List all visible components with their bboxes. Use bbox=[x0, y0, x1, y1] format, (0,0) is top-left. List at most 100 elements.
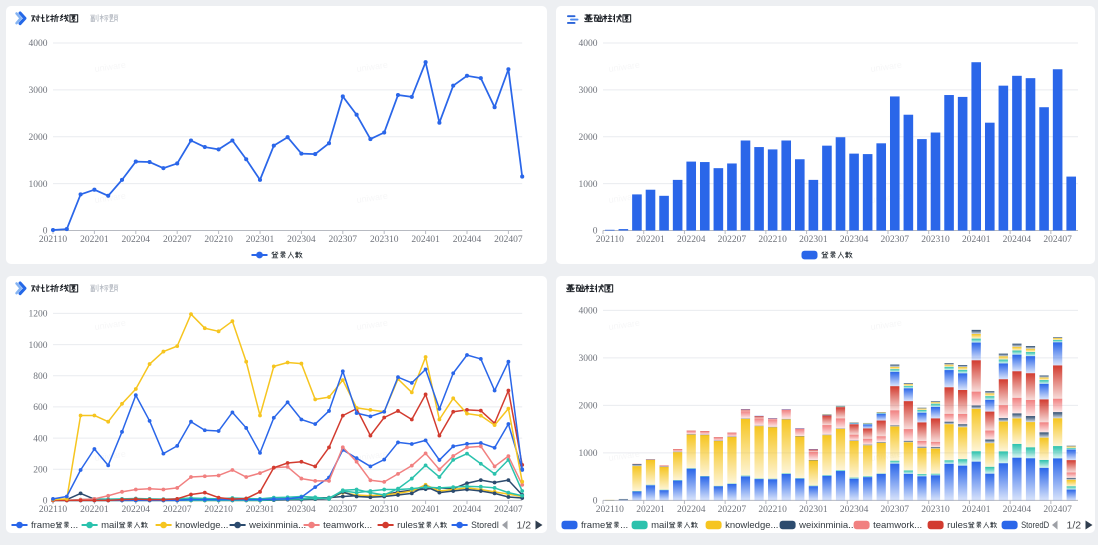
svg-text:4000: 4000 bbox=[579, 39, 598, 49]
svg-text:200: 200 bbox=[33, 465, 48, 475]
svg-text:teamwork...: teamwork... bbox=[873, 520, 922, 531]
svg-text:202110: 202110 bbox=[39, 505, 67, 515]
svg-text:202404: 202404 bbox=[1003, 505, 1032, 515]
svg-text:0: 0 bbox=[593, 497, 598, 507]
svg-text:202304: 202304 bbox=[840, 235, 869, 245]
svg-text:202401: 202401 bbox=[411, 505, 440, 515]
svg-text:weixinminia...: weixinminia... bbox=[798, 520, 856, 531]
svg-text:202204: 202204 bbox=[122, 505, 151, 515]
svg-text:202210: 202210 bbox=[204, 505, 233, 515]
svg-text:202204: 202204 bbox=[677, 235, 706, 245]
svg-text:2000: 2000 bbox=[579, 402, 598, 412]
svg-text:202207: 202207 bbox=[718, 505, 747, 515]
svg-text:uniware: uniware bbox=[356, 60, 389, 74]
svg-text:202307: 202307 bbox=[881, 235, 910, 245]
svg-text:202210: 202210 bbox=[758, 235, 787, 245]
svg-text:0: 0 bbox=[593, 227, 598, 237]
svg-text:rules: rules bbox=[397, 520, 418, 531]
svg-text:202304: 202304 bbox=[287, 235, 316, 245]
svg-text:uniware: uniware bbox=[356, 318, 389, 332]
svg-text:1/2: 1/2 bbox=[517, 520, 532, 532]
svg-text:202301: 202301 bbox=[799, 505, 828, 515]
svg-text:mail: mail bbox=[101, 520, 118, 531]
svg-text:202407: 202407 bbox=[1043, 505, 1072, 515]
svg-text:uniware: uniware bbox=[94, 449, 127, 463]
svg-text:202201: 202201 bbox=[636, 505, 665, 515]
svg-text:1200: 1200 bbox=[29, 310, 48, 320]
svg-text:202401: 202401 bbox=[962, 235, 991, 245]
svg-text:1000: 1000 bbox=[29, 180, 48, 190]
svg-text:202404: 202404 bbox=[1003, 235, 1032, 245]
svg-text:202110: 202110 bbox=[39, 235, 67, 245]
svg-text:3000: 3000 bbox=[579, 354, 598, 364]
svg-text:mail: mail bbox=[651, 520, 668, 531]
svg-text:1/2: 1/2 bbox=[1067, 520, 1082, 532]
svg-text:202310: 202310 bbox=[370, 505, 399, 515]
svg-text:202204: 202204 bbox=[122, 235, 151, 245]
svg-text:202307: 202307 bbox=[881, 505, 910, 515]
svg-text:uniware: uniware bbox=[608, 318, 641, 332]
svg-text:1000: 1000 bbox=[29, 341, 48, 351]
svg-text:202407: 202407 bbox=[1043, 235, 1072, 245]
svg-text:800: 800 bbox=[33, 372, 48, 382]
svg-text:uniware: uniware bbox=[870, 318, 903, 332]
svg-text:weixinminia...: weixinminia... bbox=[248, 520, 306, 531]
svg-text:202210: 202210 bbox=[758, 505, 787, 515]
svg-text:202407: 202407 bbox=[494, 235, 523, 245]
svg-text:2000: 2000 bbox=[579, 133, 598, 143]
svg-text:uniware: uniware bbox=[608, 60, 641, 74]
svg-text:202301: 202301 bbox=[246, 505, 275, 515]
svg-text:202407: 202407 bbox=[494, 505, 523, 515]
svg-text:202207: 202207 bbox=[718, 235, 747, 245]
svg-text:202404: 202404 bbox=[453, 505, 482, 515]
svg-text:StoredI: StoredI bbox=[471, 520, 499, 531]
svg-text:uniware: uniware bbox=[94, 318, 127, 332]
svg-text:202307: 202307 bbox=[329, 505, 358, 515]
svg-text:frame: frame bbox=[31, 520, 55, 531]
svg-text:uniware: uniware bbox=[870, 60, 903, 74]
svg-text:knowledge...: knowledge... bbox=[175, 520, 228, 531]
svg-text:knowledge...: knowledge... bbox=[725, 520, 778, 531]
svg-text:202310: 202310 bbox=[921, 505, 950, 515]
svg-text:uniware: uniware bbox=[94, 191, 127, 205]
svg-text:202310: 202310 bbox=[921, 235, 950, 245]
svg-text:202301: 202301 bbox=[246, 235, 275, 245]
svg-text:uniware: uniware bbox=[94, 60, 127, 74]
svg-text:4000: 4000 bbox=[579, 307, 598, 317]
svg-text:202310: 202310 bbox=[370, 235, 399, 245]
svg-text:uniware: uniware bbox=[608, 449, 641, 463]
svg-text:0: 0 bbox=[43, 497, 48, 507]
svg-text:202301: 202301 bbox=[799, 235, 828, 245]
svg-text:...: ... bbox=[620, 520, 628, 531]
svg-text:uniware: uniware bbox=[356, 449, 389, 463]
svg-text:4000: 4000 bbox=[29, 39, 48, 49]
svg-text:1000: 1000 bbox=[579, 449, 598, 459]
svg-text:202304: 202304 bbox=[287, 505, 316, 515]
svg-text:0: 0 bbox=[43, 227, 48, 237]
svg-text:400: 400 bbox=[33, 434, 48, 444]
svg-text:frame: frame bbox=[581, 520, 605, 531]
svg-text:202401: 202401 bbox=[411, 235, 440, 245]
svg-text:1000: 1000 bbox=[579, 180, 598, 190]
svg-text:rules: rules bbox=[947, 520, 968, 531]
svg-text:202401: 202401 bbox=[962, 505, 991, 515]
svg-text:202110: 202110 bbox=[596, 505, 624, 515]
svg-text:202201: 202201 bbox=[636, 235, 665, 245]
svg-text:202404: 202404 bbox=[453, 235, 482, 245]
svg-text:uniware: uniware bbox=[356, 191, 389, 205]
svg-text:202207: 202207 bbox=[163, 235, 192, 245]
svg-text:202201: 202201 bbox=[80, 235, 109, 245]
svg-text:202210: 202210 bbox=[204, 235, 233, 245]
svg-text:3000: 3000 bbox=[579, 86, 598, 96]
svg-text:202201: 202201 bbox=[80, 505, 109, 515]
svg-text:teamwork...: teamwork... bbox=[323, 520, 372, 531]
svg-text:3000: 3000 bbox=[29, 86, 48, 96]
svg-text:600: 600 bbox=[33, 403, 48, 413]
svg-text:202307: 202307 bbox=[329, 235, 358, 245]
svg-text:202207: 202207 bbox=[163, 505, 192, 515]
svg-text:202204: 202204 bbox=[677, 505, 706, 515]
svg-text:StoredD: StoredD bbox=[1021, 520, 1049, 531]
svg-text:...: ... bbox=[70, 520, 78, 531]
svg-text:202304: 202304 bbox=[840, 505, 869, 515]
svg-text:2000: 2000 bbox=[29, 133, 48, 143]
